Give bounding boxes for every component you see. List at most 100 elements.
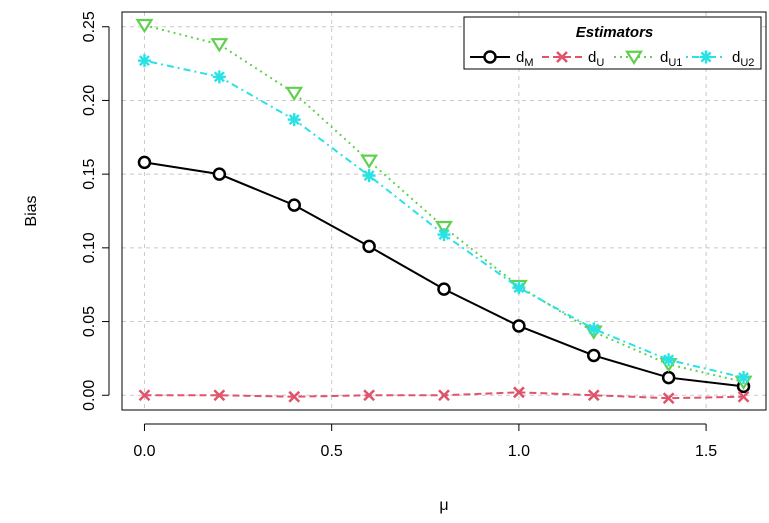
marker-x-stroke — [737, 390, 750, 403]
marker-circle — [437, 282, 451, 296]
series-d-m — [137, 155, 751, 394]
data-point — [287, 113, 301, 127]
legend-item-d-m: dM — [470, 49, 534, 69]
marker-asterisk-stroke — [700, 51, 712, 63]
marker-x-stroke — [512, 386, 525, 399]
legend: Estimators dM dU dU1 dU2 — [463, 16, 762, 70]
data-point — [587, 322, 601, 336]
y-tick-label: 0.00 — [81, 380, 98, 411]
legend-swatch-marker — [625, 50, 643, 66]
legend-title: Estimators — [576, 24, 654, 41]
legend-swatch-marker — [556, 51, 568, 63]
marker-x-stroke — [662, 392, 675, 405]
series-d-u1 — [135, 18, 753, 391]
y-axis-title: Bias — [23, 195, 40, 226]
legend-label: dU1 — [660, 49, 682, 69]
x-tick-label: 0.0 — [133, 443, 155, 460]
marker-circle — [137, 155, 152, 170]
data-point — [362, 239, 376, 254]
y-tick-label: 0.20 — [81, 85, 98, 116]
marker-circle — [362, 239, 376, 254]
marker-triangle — [135, 18, 154, 34]
data-point — [435, 220, 453, 236]
marker-x-stroke — [213, 389, 226, 402]
series-d-u2 — [137, 54, 751, 385]
legend-swatch-marker — [483, 50, 497, 64]
data-point — [212, 70, 226, 84]
marker-circle — [512, 319, 526, 333]
y-tick-label: 0.05 — [81, 306, 98, 337]
data-point — [437, 228, 451, 242]
data-point — [438, 389, 450, 402]
data-point — [360, 154, 379, 169]
marker-x-stroke — [363, 389, 376, 402]
marker-circle — [287, 198, 301, 212]
marker-x-stroke — [438, 389, 450, 402]
y-tick-label: 0.10 — [81, 232, 98, 263]
marker-x-stroke — [138, 389, 151, 402]
marker-circle — [587, 348, 601, 363]
marker-asterisk-stroke — [438, 229, 450, 241]
data-point — [512, 281, 526, 295]
marker-x-stroke — [288, 390, 301, 403]
data-point — [213, 389, 226, 402]
series-line — [144, 59, 744, 379]
y-tick-label: 0.15 — [81, 158, 98, 189]
data-point — [210, 38, 229, 53]
data-point — [363, 389, 376, 402]
x-tick-label: 1.5 — [695, 443, 717, 460]
data-point — [137, 54, 151, 68]
legend-label: dM — [516, 49, 534, 69]
x-tick-label: 0.5 — [321, 443, 343, 460]
data-point — [288, 390, 301, 403]
data-point — [587, 348, 601, 363]
data-point — [137, 155, 152, 170]
data-point — [138, 389, 151, 402]
data-point — [737, 371, 751, 385]
marker-asterisk-stroke — [139, 55, 150, 67]
marker-asterisk-stroke — [513, 282, 525, 294]
marker-x-stroke — [556, 51, 568, 63]
data-point — [737, 390, 750, 403]
legend-item-d-u: dU — [542, 49, 604, 69]
marker-asterisk-stroke — [288, 114, 300, 126]
data-point — [212, 167, 227, 181]
series-d-u — [138, 386, 750, 405]
data-point — [287, 198, 301, 212]
marker-triangle — [285, 86, 304, 102]
marker-circle — [661, 370, 676, 385]
data-point — [512, 319, 526, 333]
legend-label: dU2 — [732, 49, 754, 69]
x-axis-title: μ — [439, 497, 448, 514]
y-tick-label: 0.25 — [81, 11, 98, 42]
data-point — [135, 18, 154, 34]
legend-label: dU — [588, 49, 604, 69]
data-point — [661, 370, 676, 385]
data-point — [662, 353, 676, 367]
legend-item-d-u2: dU2 — [686, 49, 754, 69]
data-point — [587, 389, 600, 402]
marker-circle — [212, 167, 227, 181]
legend-box — [463, 16, 762, 70]
marker-triangle — [435, 220, 453, 236]
series-line — [144, 24, 744, 383]
marker-asterisk-stroke — [213, 71, 225, 83]
marker-asterisk-stroke — [588, 323, 600, 335]
data-point — [662, 392, 675, 405]
marker-triangle — [210, 38, 229, 53]
marker-triangle — [625, 50, 643, 66]
marker-asterisk-stroke — [738, 372, 749, 384]
data-point — [512, 386, 525, 399]
marker-circle — [483, 50, 497, 64]
marker-asterisk-stroke — [663, 354, 675, 366]
x-tick-label: 1.0 — [508, 443, 530, 460]
legend-item-d-u1: dU1 — [614, 49, 682, 69]
marker-triangle — [360, 154, 379, 169]
series-line — [144, 161, 744, 388]
legend-swatch-marker — [699, 50, 713, 64]
axes: 0.0 0.5 1.0 1.5 0.00 0.05 0.10 0.15 0.20 0.25 — [81, 11, 717, 460]
plot-frame — [121, 11, 767, 411]
data-point — [285, 86, 304, 102]
data-point — [362, 169, 376, 183]
